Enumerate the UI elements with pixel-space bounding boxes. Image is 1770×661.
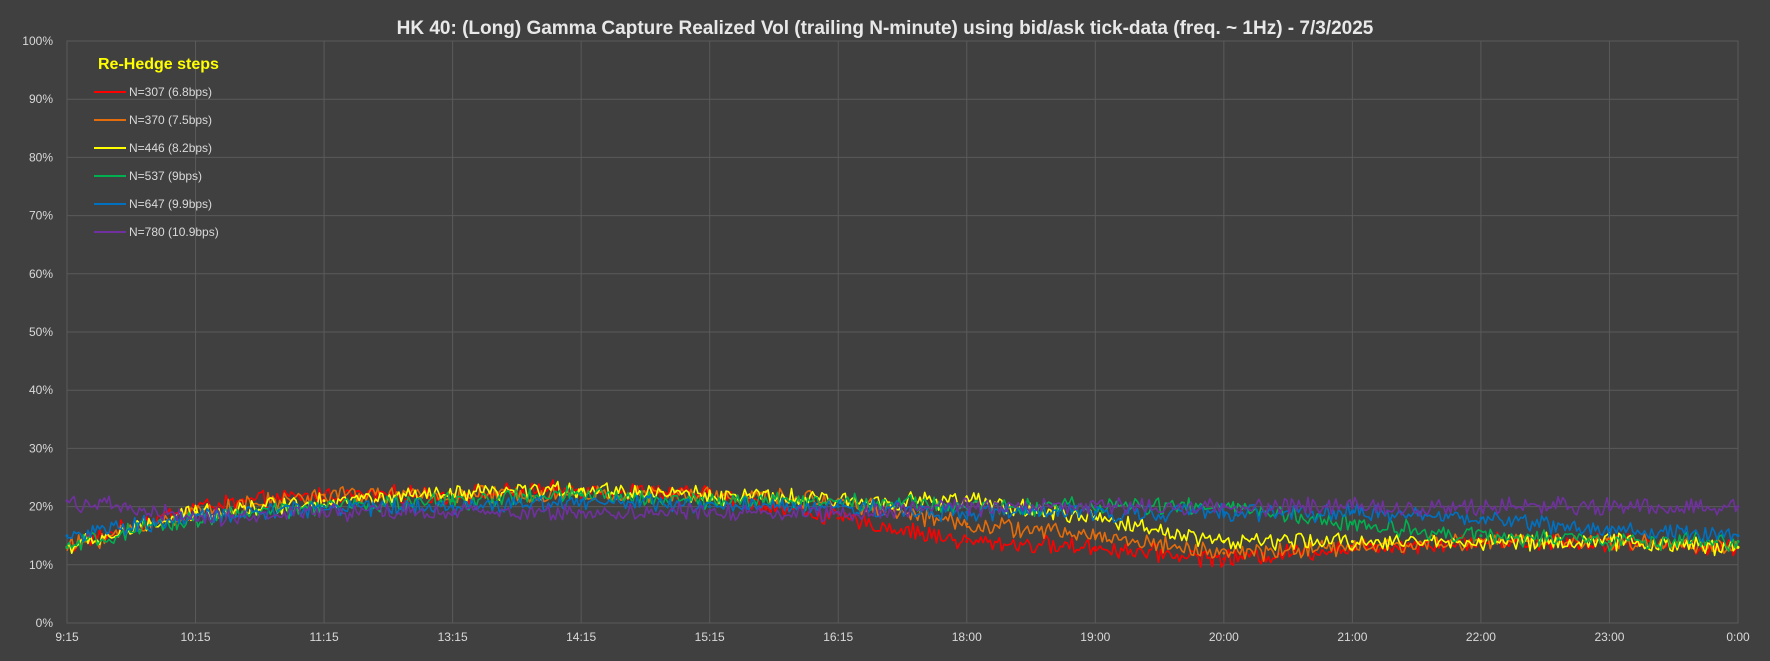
data-point <box>579 487 583 491</box>
series-line <box>66 485 1739 552</box>
x-tick-label: 9:15 <box>55 630 79 644</box>
data-point <box>1479 540 1483 544</box>
data-point <box>322 493 326 497</box>
data-point <box>322 510 326 514</box>
data-point <box>1350 522 1354 526</box>
data-point <box>1736 534 1740 538</box>
legend: Re-Hedge steps N=307 (6.8bps) N=370 (7.5b… <box>94 56 219 239</box>
data-point <box>1607 528 1611 532</box>
x-tick-label: 0:00 <box>1726 630 1750 644</box>
legend-entry-label: N=647 (9.9bps) <box>129 197 212 211</box>
x-tick-label: 15:15 <box>695 630 725 644</box>
data-point <box>194 510 198 514</box>
data-point <box>1736 540 1740 544</box>
data-point <box>708 505 712 509</box>
data-point <box>836 510 840 514</box>
legend-entry-label: N=780 (10.9bps) <box>129 225 219 239</box>
data-point <box>836 516 840 520</box>
series-line <box>66 493 1739 543</box>
data-point <box>965 540 969 544</box>
data-point <box>1093 510 1097 514</box>
data-point <box>1479 534 1483 538</box>
data-point <box>65 534 69 538</box>
data-point <box>965 522 969 526</box>
y-tick-label: 80% <box>29 150 53 164</box>
chart-title: HK 40: (Long) Gamma Capture Realized Vol… <box>397 18 1374 39</box>
x-tick-label: 11:15 <box>310 630 339 644</box>
x-tick-label: 21:00 <box>1337 630 1367 644</box>
data-point <box>1736 505 1740 509</box>
legend-entry-label: N=446 (8.2bps) <box>129 141 212 155</box>
y-tick-label: 10% <box>29 558 53 572</box>
series-lines <box>65 479 1740 568</box>
x-tick-label: 10:15 <box>181 630 211 644</box>
data-point <box>65 499 69 503</box>
data-point <box>1222 510 1226 514</box>
y-tick-label: 40% <box>29 383 53 397</box>
data-point <box>1479 516 1483 520</box>
data-point <box>194 516 198 520</box>
data-point <box>451 510 455 514</box>
data-point <box>322 499 326 503</box>
x-tick-label: 13:15 <box>438 630 468 644</box>
data-point <box>836 505 840 509</box>
data-point <box>1607 540 1611 544</box>
data-point <box>1222 557 1226 561</box>
data-point <box>579 510 583 514</box>
legend-entry-label: N=307 (6.8bps) <box>129 85 212 99</box>
y-tick-label: 100% <box>22 34 53 48</box>
y-tick-label: 20% <box>29 500 53 514</box>
data-point <box>451 499 455 503</box>
y-tick-label: 90% <box>29 92 53 106</box>
data-point <box>1350 505 1354 509</box>
x-tick-label: 23:00 <box>1594 630 1624 644</box>
x-tick-label: 22:00 <box>1466 630 1496 644</box>
data-point <box>1093 505 1097 509</box>
data-point <box>1222 505 1226 509</box>
data-point <box>451 505 455 509</box>
data-point <box>965 510 969 514</box>
legend-title: Re-Hedge steps <box>98 56 219 73</box>
y-tick-label: 70% <box>29 209 53 223</box>
data-point <box>322 505 326 509</box>
y-tick-label: 0% <box>36 616 54 630</box>
data-point <box>1093 545 1097 549</box>
data-point <box>579 493 583 497</box>
x-tick-label: 16:15 <box>823 630 853 644</box>
data-point <box>1093 534 1097 538</box>
y-tick-label: 60% <box>29 267 53 281</box>
data-point <box>708 493 712 497</box>
data-point <box>708 499 712 503</box>
x-axis: 9:15 10:15 11:15 13:15 14:15 15:15 16:15 18:00 1… <box>55 630 1750 644</box>
data-point <box>708 510 712 514</box>
data-point <box>1350 540 1354 544</box>
series-line <box>66 495 1739 527</box>
data-point <box>1736 545 1740 549</box>
y-tick-label: 50% <box>29 325 53 339</box>
data-point <box>65 545 69 549</box>
data-point <box>965 505 969 509</box>
data-point <box>1350 510 1354 514</box>
x-tick-label: 14:15 <box>566 630 596 644</box>
data-point <box>1479 505 1483 509</box>
y-axis: 0% 10% 20% 30% 40% 50% 60% 70% 80% 90% 100% <box>22 34 53 630</box>
data-point <box>1222 540 1226 544</box>
x-tick-label: 19:00 <box>1080 630 1110 644</box>
data-point <box>1607 505 1611 509</box>
data-point <box>579 499 583 503</box>
y-tick-label: 30% <box>29 441 53 455</box>
data-point <box>1222 551 1226 555</box>
x-tick-label: 20:00 <box>1209 630 1239 644</box>
x-tick-label: 18:00 <box>952 630 982 644</box>
legend-entry-label: N=537 (9bps) <box>129 169 202 183</box>
grid <box>66 40 1739 624</box>
legend-entry-label: N=370 (7.5bps) <box>129 113 212 127</box>
